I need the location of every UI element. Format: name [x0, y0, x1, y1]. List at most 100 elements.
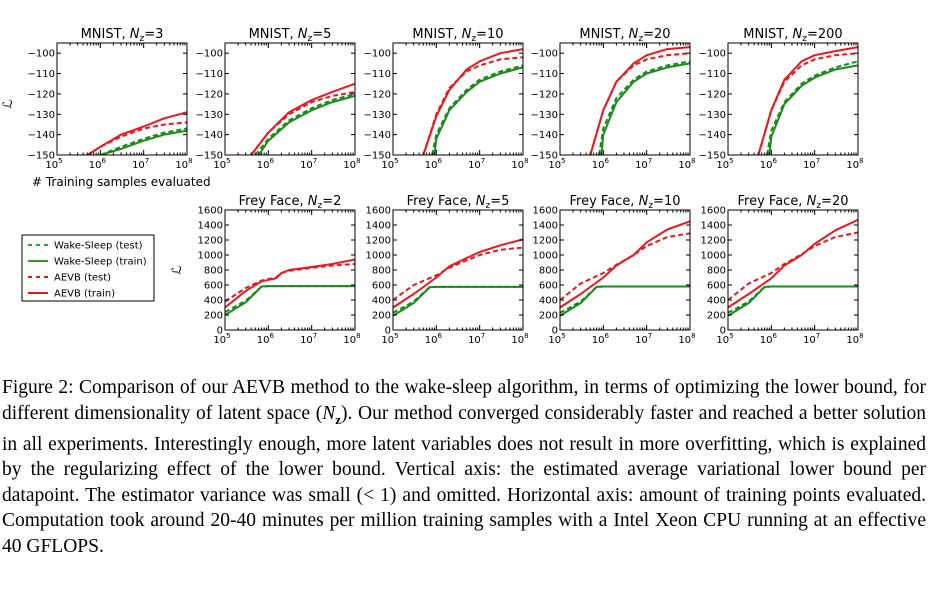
x-axis-label: # Training samples evaluated [32, 175, 211, 189]
panel-group: −150 −140 −130 −120 −110 −100 105 106 107 108 MNIS… [28, 27, 864, 346]
y-tick-label: 400 [707, 296, 726, 307]
y-tick-label: 1200 [198, 236, 223, 247]
series-line-wake-sleep-test [766, 60, 858, 155]
panel-title: MNIST, Nz=200 [743, 27, 842, 44]
series-line-aevb-train [422, 48, 523, 155]
y-tick-label: 1000 [701, 251, 726, 262]
x-tick-label: 107 [635, 157, 652, 171]
caption-symbol-sub: z [335, 411, 342, 427]
x-tick-label: 106 [592, 157, 610, 171]
axes-frame [392, 209, 524, 331]
series-line-wake-sleep-train [100, 129, 187, 155]
x-tick-label: 108 [343, 332, 360, 346]
legend-label: AEVB (train) [54, 289, 115, 300]
panel-9: 0 200 400 600 800 1000 1200 1400 1600 105 106 107 10… [701, 194, 864, 346]
y-tick-label: 1400 [701, 221, 726, 232]
series-group [393, 238, 523, 317]
series-line-aevb-test [560, 232, 690, 301]
panel-title: Frey Face, Nz=20 [738, 194, 849, 211]
figure-caption: Figure 2: Comparison of our AEVB method … [0, 375, 928, 559]
series-line-aevb-test [757, 52, 858, 155]
series-line-aevb-test [393, 246, 523, 301]
series-line-wake-sleep-test [225, 285, 355, 313]
panel-title: MNIST, Nz=5 [249, 27, 332, 44]
panel-5: −150 −140 −130 −120 −110 −100 105 106 107 108 MNIS… [699, 27, 864, 171]
y-tick-label: 1200 [701, 236, 726, 247]
x-tick-label: 105 [716, 157, 733, 171]
panel-7: 0 200 400 600 800 1000 1200 1400 1600 105 106 107 10… [366, 194, 529, 346]
x-tick-label: 107 [300, 157, 317, 171]
caption-label: Figure 2: [2, 377, 74, 398]
x-tick-label: 105 [381, 157, 398, 171]
x-tick-label: 105 [213, 332, 230, 346]
y-tick-label: −110 [364, 69, 391, 80]
y-tick-label: 400 [539, 296, 558, 307]
y-tick-label: −110 [699, 69, 726, 80]
series-line-wake-sleep-test [728, 285, 858, 314]
series-group [560, 220, 690, 317]
y-tick-label: 800 [204, 266, 223, 277]
x-tick-label: 107 [132, 157, 149, 171]
y-tick-label: 600 [539, 281, 558, 292]
panel-title: MNIST, Nz=20 [579, 27, 670, 44]
series-line-wake-sleep-train [433, 66, 523, 155]
y-tick-label: −120 [28, 89, 55, 100]
y-tick-label: −100 [364, 49, 391, 60]
series-line-wake-sleep-test [598, 60, 690, 155]
y-tick-label: −140 [364, 130, 391, 141]
y-tick-label: −120 [196, 89, 223, 100]
series-line-aevb-test [250, 90, 355, 155]
legend-label: AEVB (test) [54, 273, 111, 284]
legend-items: Wake-Sleep (test) Wake-Sleep (train) AEVB … [28, 241, 147, 300]
panel-3: −150 −140 −130 −120 −110 −100 105 106 107 108 MNIS… [364, 27, 529, 171]
x-tick-label: 108 [846, 332, 863, 346]
y-tick-label: 400 [204, 296, 223, 307]
x-tick-label: 105 [548, 157, 565, 171]
series-line-aevb-train [728, 218, 858, 309]
y-tick-label: −150 [28, 151, 55, 162]
x-tick-label: 106 [257, 332, 275, 346]
series-group [589, 46, 690, 155]
series-group [86, 111, 187, 155]
x-tick-label: 108 [511, 332, 528, 346]
axes-frame [559, 42, 691, 156]
series-line-wake-sleep-test [393, 285, 523, 314]
series-line-aevb-train [757, 46, 858, 155]
series-group [757, 46, 858, 155]
x-tick-label: 105 [381, 332, 398, 346]
panel-title: Frey Face, Nz=5 [407, 194, 510, 211]
y-tick-label: −150 [699, 151, 726, 162]
x-tick-label: 108 [343, 157, 360, 171]
y-tick-label: 1400 [533, 221, 558, 232]
x-tick-label: 107 [803, 332, 820, 346]
x-tick-label: 105 [213, 157, 230, 171]
y-tick-label: −130 [531, 110, 558, 121]
y-tick-label: 200 [204, 311, 223, 322]
y-tick-label: −120 [364, 89, 391, 100]
x-tick-label: 106 [425, 157, 443, 171]
y-tick-label: 600 [707, 281, 726, 292]
series-line-aevb-test [589, 52, 690, 155]
y-tick-label: −120 [699, 89, 726, 100]
series-line-wake-sleep-train [225, 285, 355, 316]
x-tick-label: 106 [425, 332, 443, 346]
legend: Wake-Sleep (test) Wake-Sleep (train) AEVB … [21, 234, 155, 302]
y-tick-label: −150 [196, 151, 223, 162]
y-tick-label: 800 [372, 266, 391, 277]
y-tick-label: −100 [28, 49, 55, 60]
series-line-aevb-train [86, 111, 187, 155]
x-tick-label: 107 [635, 332, 652, 346]
series-group [422, 48, 523, 155]
y-tick-label: 1400 [366, 221, 391, 232]
y-tick-label: 0 [217, 326, 223, 337]
axes-frame [392, 42, 524, 156]
caption-text-2: ). Our method converged considerably fas… [2, 402, 926, 557]
panel-6: 0 200 400 600 800 1000 1200 1400 1600 105 106 107 10… [198, 194, 361, 346]
axes-frame [224, 42, 356, 156]
y-tick-label: −130 [364, 110, 391, 121]
y-tick-label: 1000 [533, 251, 558, 262]
series-line-aevb-train [225, 258, 355, 309]
series-group [250, 82, 355, 155]
series-line-wake-sleep-train [393, 285, 523, 317]
series-line-wake-sleep-train [728, 285, 858, 317]
